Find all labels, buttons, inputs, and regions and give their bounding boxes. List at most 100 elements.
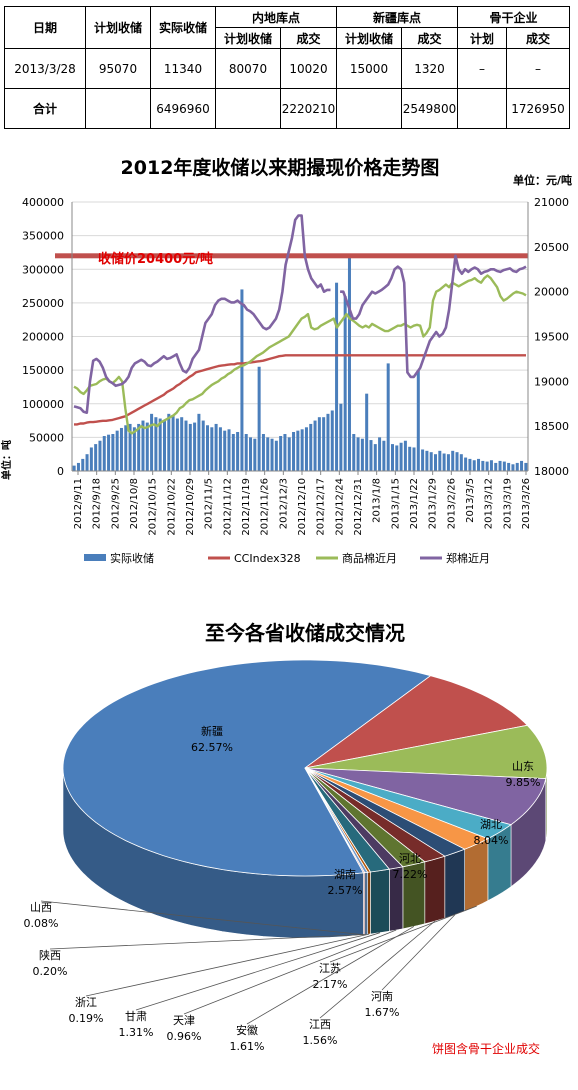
x-tick-label: 2012/10/29 [185, 478, 196, 536]
pie-percent-浙江: 0.19% [69, 1012, 104, 1025]
table-cell: 2549800 [401, 88, 458, 129]
bar [244, 434, 248, 471]
x-tick-label: 2013/3/5 [465, 478, 476, 523]
bar [81, 458, 85, 471]
bar [446, 454, 450, 471]
subheader-plan: 计划收储 [215, 27, 281, 49]
leader-line [135, 932, 381, 1011]
pie-slice-山西 [304, 767, 366, 874]
pie-label-河南: 河南 [371, 990, 393, 1003]
bar [459, 454, 463, 471]
x-tick-label: 2013/1/8 [372, 478, 383, 523]
bar [171, 415, 175, 471]
x-tick-label: 2012/9/25 [110, 478, 121, 529]
x-tick-label: 2012/10/8 [129, 478, 140, 529]
header-backbone: 骨干企业 [457, 6, 570, 28]
header-actual: 实际收储 [150, 6, 216, 49]
bar [124, 425, 128, 471]
x-tick-label: 2013/3/19 [502, 478, 513, 529]
bar [107, 434, 111, 471]
pie-percent-湖北: 8.04% [474, 834, 509, 847]
bar [395, 445, 399, 471]
pie-label-湖北: 湖北 [480, 818, 502, 831]
pie-label-天津: 天津 [173, 1014, 195, 1027]
bar [335, 282, 339, 471]
series-line [73, 214, 527, 414]
pie-labels: 新疆 62.57% 山东 9.85% 湖北 8.04% 河北 7.22% 湖南 2.57% 江苏 2.… [24, 724, 541, 1053]
grid [72, 201, 528, 472]
bar [455, 452, 459, 471]
bar [365, 393, 369, 471]
table-cell: – [457, 48, 507, 89]
bar [511, 464, 515, 471]
bar [214, 423, 218, 471]
bar [145, 422, 149, 471]
bar [85, 454, 89, 471]
left-tick-label: 300000 [22, 263, 64, 276]
table-cell: 合计 [4, 88, 86, 129]
right-tick-label: 21000 [534, 196, 569, 209]
bar [408, 446, 412, 471]
province-pie-chart: 至今各省收储成交情况 新疆 62.57% 山东 9.85% 湖北 8.04% 河北 7.22%… [24, 621, 548, 1056]
x-tick-label: 2012/9/11 [73, 478, 84, 529]
pie-side-河南 [444, 848, 465, 919]
leader-line [381, 914, 456, 991]
left-tick-label: 400000 [22, 196, 64, 209]
bar [274, 440, 278, 471]
table-cell: 1726950 [506, 88, 570, 129]
table-cell: 80070 [215, 48, 281, 89]
bar [72, 465, 76, 471]
pie-label-江西: 江西 [309, 1018, 331, 1031]
pie-label-山西: 山西 [30, 901, 52, 914]
x-tick-label: 2012/12/17 [316, 478, 327, 536]
x-tick-label: 2013/1/15 [390, 478, 401, 529]
right-tick-label: 19000 [534, 375, 569, 388]
unit-label: 单位：元/吨 [513, 173, 572, 187]
leader-line [85, 933, 370, 997]
bar [330, 410, 334, 471]
pie-slice-山东 [304, 675, 529, 769]
x-tick-label: 2012/11/5 [204, 478, 215, 529]
bar [429, 452, 433, 471]
bar [489, 460, 493, 471]
left-tick-label: 200000 [22, 331, 64, 344]
table-row: 2013/3/28 95070 11340 80070 10020 15000 … [4, 48, 570, 89]
bar [296, 430, 300, 471]
bar [132, 427, 136, 471]
table-cell: 6496960 [150, 88, 216, 129]
pie-side-江西 [424, 855, 446, 925]
right-tick-label: 19500 [534, 331, 569, 344]
bar [498, 460, 502, 471]
pie-percent-湖南: 2.57% [328, 884, 363, 897]
left-tick-label: 0 [57, 465, 64, 478]
pie-slice-湖北 [304, 724, 548, 780]
bar [378, 437, 382, 471]
x-tick-label: 2012/12/10 [297, 478, 308, 536]
bar [390, 444, 394, 471]
x-tick-label: 2012/9/18 [92, 478, 103, 529]
pie-side-甘肃 [370, 868, 390, 935]
bar [111, 434, 115, 471]
bar [520, 460, 524, 471]
bar [227, 429, 231, 471]
bar [524, 462, 528, 471]
bar [425, 450, 429, 471]
left-tick-label: 150000 [22, 364, 64, 377]
pie-percent-山西: 0.08% [24, 917, 59, 930]
bar [438, 450, 442, 471]
x-tick-label: 2013/2/26 [446, 478, 457, 529]
pie-side-浙江 [367, 871, 371, 935]
pie-body [62, 659, 548, 939]
bar [283, 434, 287, 471]
leader-line [49, 934, 367, 950]
pie-label-山东: 山东 [512, 760, 534, 773]
series-line [73, 274, 527, 435]
pie-side-山西 [363, 872, 365, 936]
x-tick-label: 2012/11/19 [241, 478, 252, 536]
x-tick-label: 2012/12/31 [353, 478, 364, 536]
bar [468, 458, 472, 471]
pie-label-陕西: 陕西 [39, 948, 61, 962]
bar [313, 420, 317, 471]
bar [386, 363, 390, 471]
